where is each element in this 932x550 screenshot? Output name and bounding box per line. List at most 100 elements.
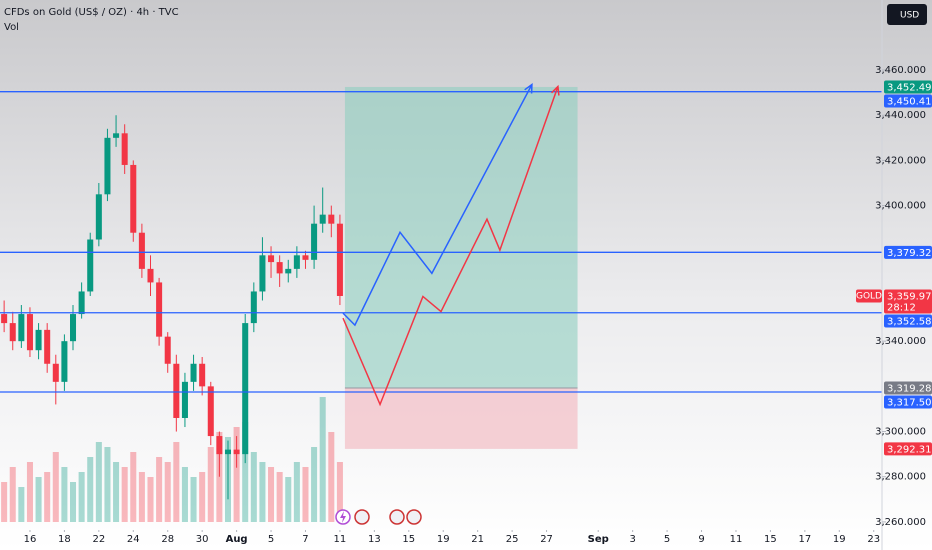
candle-body [224,449,232,455]
x-tick-label: 13 [368,534,381,545]
indicator-name: Vol [4,22,19,33]
volume-bar [44,472,51,522]
price-tag [884,381,932,395]
candle-body [95,194,102,240]
volume-bar [242,422,249,522]
x-tick-label: 28 [161,534,174,545]
volume-bar [190,477,197,522]
candle-body [69,314,77,342]
price-tag [884,94,932,108]
candle-body [207,386,214,437]
candle-body [190,363,197,382]
volume-bar [95,442,102,522]
volume-bar [26,462,33,522]
volume-bar [259,462,266,522]
event-icon[interactable] [389,509,405,525]
profit-zone [344,86,578,388]
x-tick-label: Sep [588,534,609,545]
volume-bar [69,482,77,522]
price-tag [884,245,932,259]
x-tick-label: 16 [24,534,37,545]
price-tag [884,442,932,456]
price-tag-label: 3,450.412 [887,96,932,107]
candle-body [130,164,137,233]
candle-body [104,137,111,195]
candle-body [173,363,180,418]
candle-body [121,133,128,165]
volume-bar [1,482,8,522]
price-tag-label: 3,319.280 [887,383,932,394]
price-tag-label: 3,292.319 [887,444,932,455]
volume-bar [268,467,275,522]
candle-body [276,262,283,274]
volume-bar [173,442,180,522]
candle-body [216,436,223,455]
candle-body [147,268,154,283]
candle-body [138,232,145,269]
candle-body [311,223,318,260]
event-icon[interactable] [354,509,370,525]
candle-body [164,336,171,364]
y-tick-label: 3,340.000 [875,336,926,347]
volume-bar [121,467,128,522]
x-tick-label: 11 [334,534,347,545]
x-tick-label: 5 [664,534,670,545]
currency-label[interactable]: USD [900,11,919,21]
currency-button[interactable] [887,4,927,25]
candle-body [26,314,33,351]
volume-bar [113,462,120,522]
candle-body [52,363,59,382]
candle-body [336,223,343,296]
price-tag [884,80,932,94]
volume-bar [319,397,326,522]
event-icon-bolt [340,511,346,523]
x-tick-label: 18 [58,534,71,545]
volume-bar [35,477,42,522]
y-tick-label: 3,280.000 [875,472,926,483]
candle-body [285,268,292,274]
y-tick-label: 3,300.000 [875,427,926,438]
volume-bar [285,477,292,522]
y-tick-label: 3,460.000 [875,65,926,76]
candle-body [199,363,206,387]
x-tick-label: 17 [798,534,811,545]
projection-path [342,84,533,327]
symbol-title: CFDs on Gold (US$ / OZ) · 4h · TVC [4,7,179,18]
x-tick-label: 27 [540,534,553,545]
candle-body [293,255,300,269]
candle-body [113,133,120,138]
price-tag-label: 3,352.585 [887,317,932,328]
x-tick-label: Aug [226,534,248,545]
x-tick-label: 9 [698,534,704,545]
volume-bar [328,432,335,522]
event-icons [335,509,422,525]
x-tick-label: 21 [471,534,484,545]
x-tick-label: 15 [764,534,777,545]
projection-path [342,86,559,407]
x-tick-label: 24 [127,534,140,545]
x-tick-label: 22 [92,534,105,545]
event-icon[interactable] [406,509,422,525]
price-countdown: 28:12 [887,303,916,314]
volume-bar [78,472,85,522]
candle-body [18,314,25,342]
volume-bar [293,462,300,522]
candle-body [61,341,68,382]
volume-bar [216,432,223,522]
y-tick-label: 3,440.000 [875,110,926,121]
volume-bar [52,452,59,522]
price-tag-label: 3,452.499 [887,82,932,93]
volume-bar [9,467,16,522]
volume-bar [147,477,154,522]
candle-body [302,255,309,260]
y-tick-label: 3,420.000 [875,155,926,166]
candle-body [242,323,249,455]
price-tag [884,395,932,409]
candle-body [319,214,326,224]
volume-bar [336,462,343,522]
volume-bar [250,452,257,522]
price-tag [884,289,932,314]
volume-bar [104,447,111,522]
volume-bar [199,472,206,522]
